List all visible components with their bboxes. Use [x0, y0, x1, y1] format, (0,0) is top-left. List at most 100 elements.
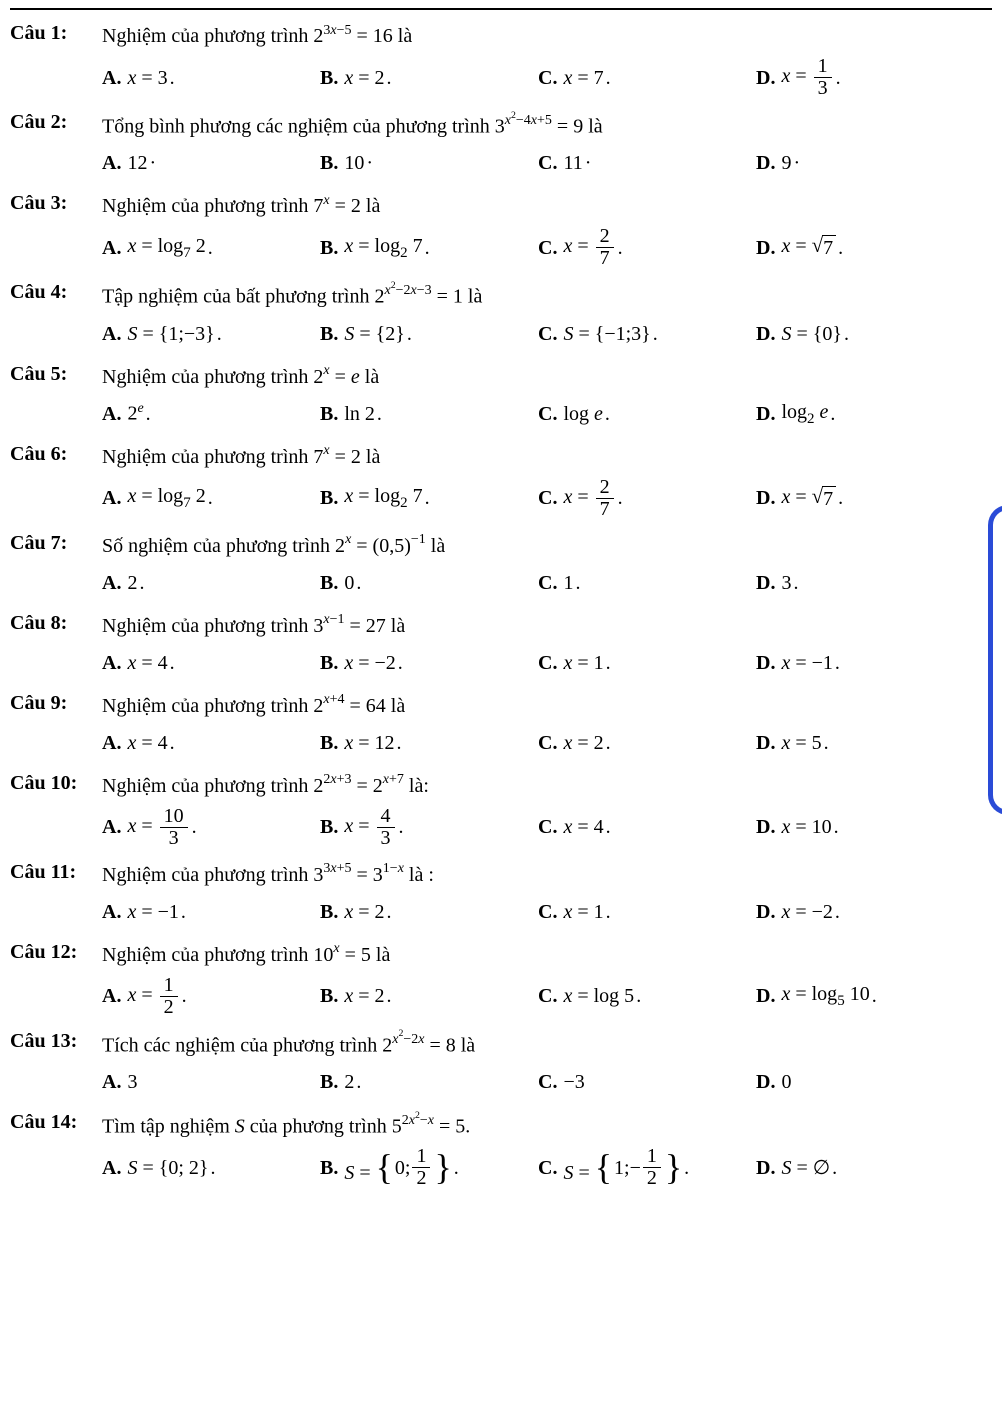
option: D.x = √7.: [756, 481, 974, 515]
option-terminator: .: [398, 651, 403, 675]
option-letter: A.: [102, 486, 121, 510]
option: B.S = {0; 12}.: [320, 1146, 538, 1189]
question-label: Câu 2:: [10, 109, 102, 134]
option-letter: D.: [756, 731, 775, 755]
option-math: x = −2: [781, 900, 832, 924]
option: C.−3: [538, 1065, 756, 1099]
option-terminator: .: [387, 984, 392, 1008]
question-list: Câu 1:Nghiệm của phương trình 23x−5 = 16…: [10, 20, 992, 1189]
option-terminator: .: [834, 815, 839, 839]
option-math: x = log 5: [563, 984, 634, 1008]
option-terminator: .: [836, 66, 841, 90]
option-math: x = 27: [563, 477, 615, 520]
option-letter: C.: [538, 66, 557, 90]
option: A.x = 4.: [102, 726, 320, 760]
option-letter: D.: [756, 984, 775, 1008]
option-terminator: .: [872, 984, 877, 1008]
option: B.x = −2.: [320, 646, 538, 680]
question-label: Câu 4:: [10, 279, 102, 304]
option-letter: D.: [756, 900, 775, 924]
option-row: A.x = log7 2.B.x = log2 7.C.x = 27.D.x =…: [102, 226, 992, 269]
question-label: Câu 1:: [10, 20, 102, 45]
option-letter: A.: [102, 571, 121, 595]
option: C.S = {1;− 12}.: [538, 1146, 756, 1189]
option-math: 3: [781, 571, 791, 595]
option: D.0: [756, 1065, 974, 1099]
option-letter: A.: [102, 731, 121, 755]
option-letter: B.: [320, 236, 338, 260]
option: D.x = −1.: [756, 646, 974, 680]
option-terminator: .: [399, 815, 404, 839]
option-row: A.x = 12.B.x = 2.C.x = log 5.D.x = log5 …: [102, 975, 992, 1018]
option-math: S = {2}: [344, 322, 404, 346]
question-label: Câu 14:: [10, 1109, 102, 1134]
option: A.S = {0; 2}.: [102, 1151, 320, 1185]
option-terminator: .: [208, 236, 213, 260]
option-letter: C.: [538, 651, 557, 675]
option-row: A.12·B.10·C.11·D.9·: [102, 146, 992, 180]
option-math: x = 3: [127, 66, 167, 90]
question-stem: Nghiệm của phương trình 3x−1 = 27 là: [102, 610, 992, 642]
question: Câu 11:Nghiệm của phương trình 33x+5 = 3…: [10, 859, 992, 929]
question-label: Câu 7:: [10, 530, 102, 555]
option: C.11·: [538, 146, 756, 180]
option-math: 0: [781, 1070, 791, 1094]
option-math: x = 12: [127, 975, 179, 1018]
question-stem: Nghiệm của phương trình 7x = 2 là: [102, 190, 992, 222]
option-math: log e: [563, 402, 602, 426]
option-letter: C.: [538, 402, 557, 426]
option-letter: D.: [756, 402, 775, 426]
option-math: x = 2: [344, 66, 384, 90]
option-letter: B.: [320, 322, 338, 346]
option-math: 0: [344, 571, 354, 595]
option-letter: A.: [102, 322, 121, 346]
option-letter: A.: [102, 1070, 121, 1094]
option-letter: D.: [756, 1070, 775, 1094]
option: B.x = log2 7.: [320, 481, 538, 515]
option-math: 12: [127, 151, 147, 175]
option-math: x = 27: [563, 226, 615, 269]
option-terminator: ·: [366, 151, 373, 175]
option-terminator: .: [377, 402, 382, 426]
option-terminator: .: [170, 66, 175, 90]
option: D.log2 e.: [756, 397, 974, 431]
option-math: x = 43: [344, 806, 396, 849]
option-math: 10: [344, 151, 364, 175]
option-letter: A.: [102, 815, 121, 839]
option-letter: A.: [102, 236, 121, 260]
option-letter: A.: [102, 151, 121, 175]
question: Câu 3:Nghiệm của phương trình 7x = 2 làA…: [10, 190, 992, 269]
option: B.x = log2 7.: [320, 231, 538, 265]
option: D.S = ∅.: [756, 1151, 974, 1185]
option-terminator: .: [606, 66, 611, 90]
question-stem: Nghiệm của phương trình 23x−5 = 16 là: [102, 20, 992, 52]
option: B.x = 2.: [320, 979, 538, 1013]
option: B.x = 12.: [320, 726, 538, 760]
option-math: x = 4: [563, 815, 603, 839]
option-math: x = log7 2: [127, 484, 205, 512]
option: C.x = 1.: [538, 646, 756, 680]
option-terminator: .: [830, 402, 835, 426]
option-terminator: .: [605, 402, 610, 426]
option-letter: C.: [538, 236, 557, 260]
question: Câu 2:Tổng bình phương các nghiệm của ph…: [10, 109, 992, 180]
option-letter: D.: [756, 151, 775, 175]
option: A.x = log7 2.: [102, 481, 320, 515]
question-body: Nghiệm của phương trình 2x+4 = 64 làA.x …: [102, 690, 992, 760]
option-letter: B.: [320, 815, 338, 839]
option-letter: D.: [756, 815, 775, 839]
option-math: 2: [344, 1070, 354, 1094]
option-row: A.S = {1;−3}.B.S = {2}.C.S = {−1;3}.D.S …: [102, 317, 992, 351]
option-letter: B.: [320, 651, 338, 675]
option-row: A.x = 4.B.x = 12.C.x = 2.D.x = 5.: [102, 726, 992, 760]
option-letter: D.: [756, 651, 775, 675]
option-terminator: .: [425, 486, 430, 510]
option-letter: B.: [320, 486, 338, 510]
option-terminator: .: [217, 322, 222, 346]
option: A.12·: [102, 146, 320, 180]
option: D.3.: [756, 566, 974, 600]
option-letter: C.: [538, 322, 557, 346]
question-label: Câu 11:: [10, 859, 102, 884]
option-letter: B.: [320, 402, 338, 426]
option-terminator: ·: [585, 151, 592, 175]
